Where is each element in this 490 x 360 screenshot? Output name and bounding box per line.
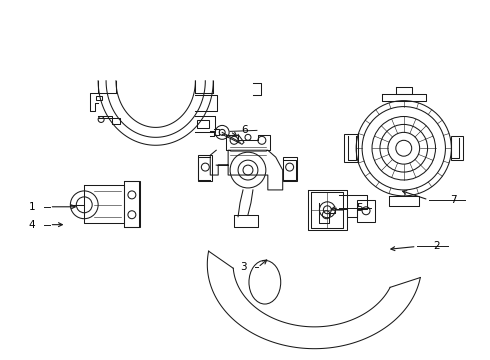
Text: 1: 1 — [28, 202, 35, 212]
Bar — [357, 200, 375, 222]
Text: 4: 4 — [28, 220, 35, 230]
Bar — [124, 181, 140, 227]
Text: 5: 5 — [356, 203, 363, 213]
Text: 2: 2 — [433, 242, 440, 252]
Text: 3: 3 — [240, 262, 246, 272]
Bar — [344, 134, 358, 162]
Bar — [96, 96, 102, 100]
Text: 7: 7 — [450, 195, 457, 205]
Bar — [451, 136, 464, 160]
Bar — [198, 155, 212, 181]
Bar — [197, 121, 209, 129]
Bar — [283, 157, 296, 181]
Text: 6: 6 — [242, 125, 248, 135]
